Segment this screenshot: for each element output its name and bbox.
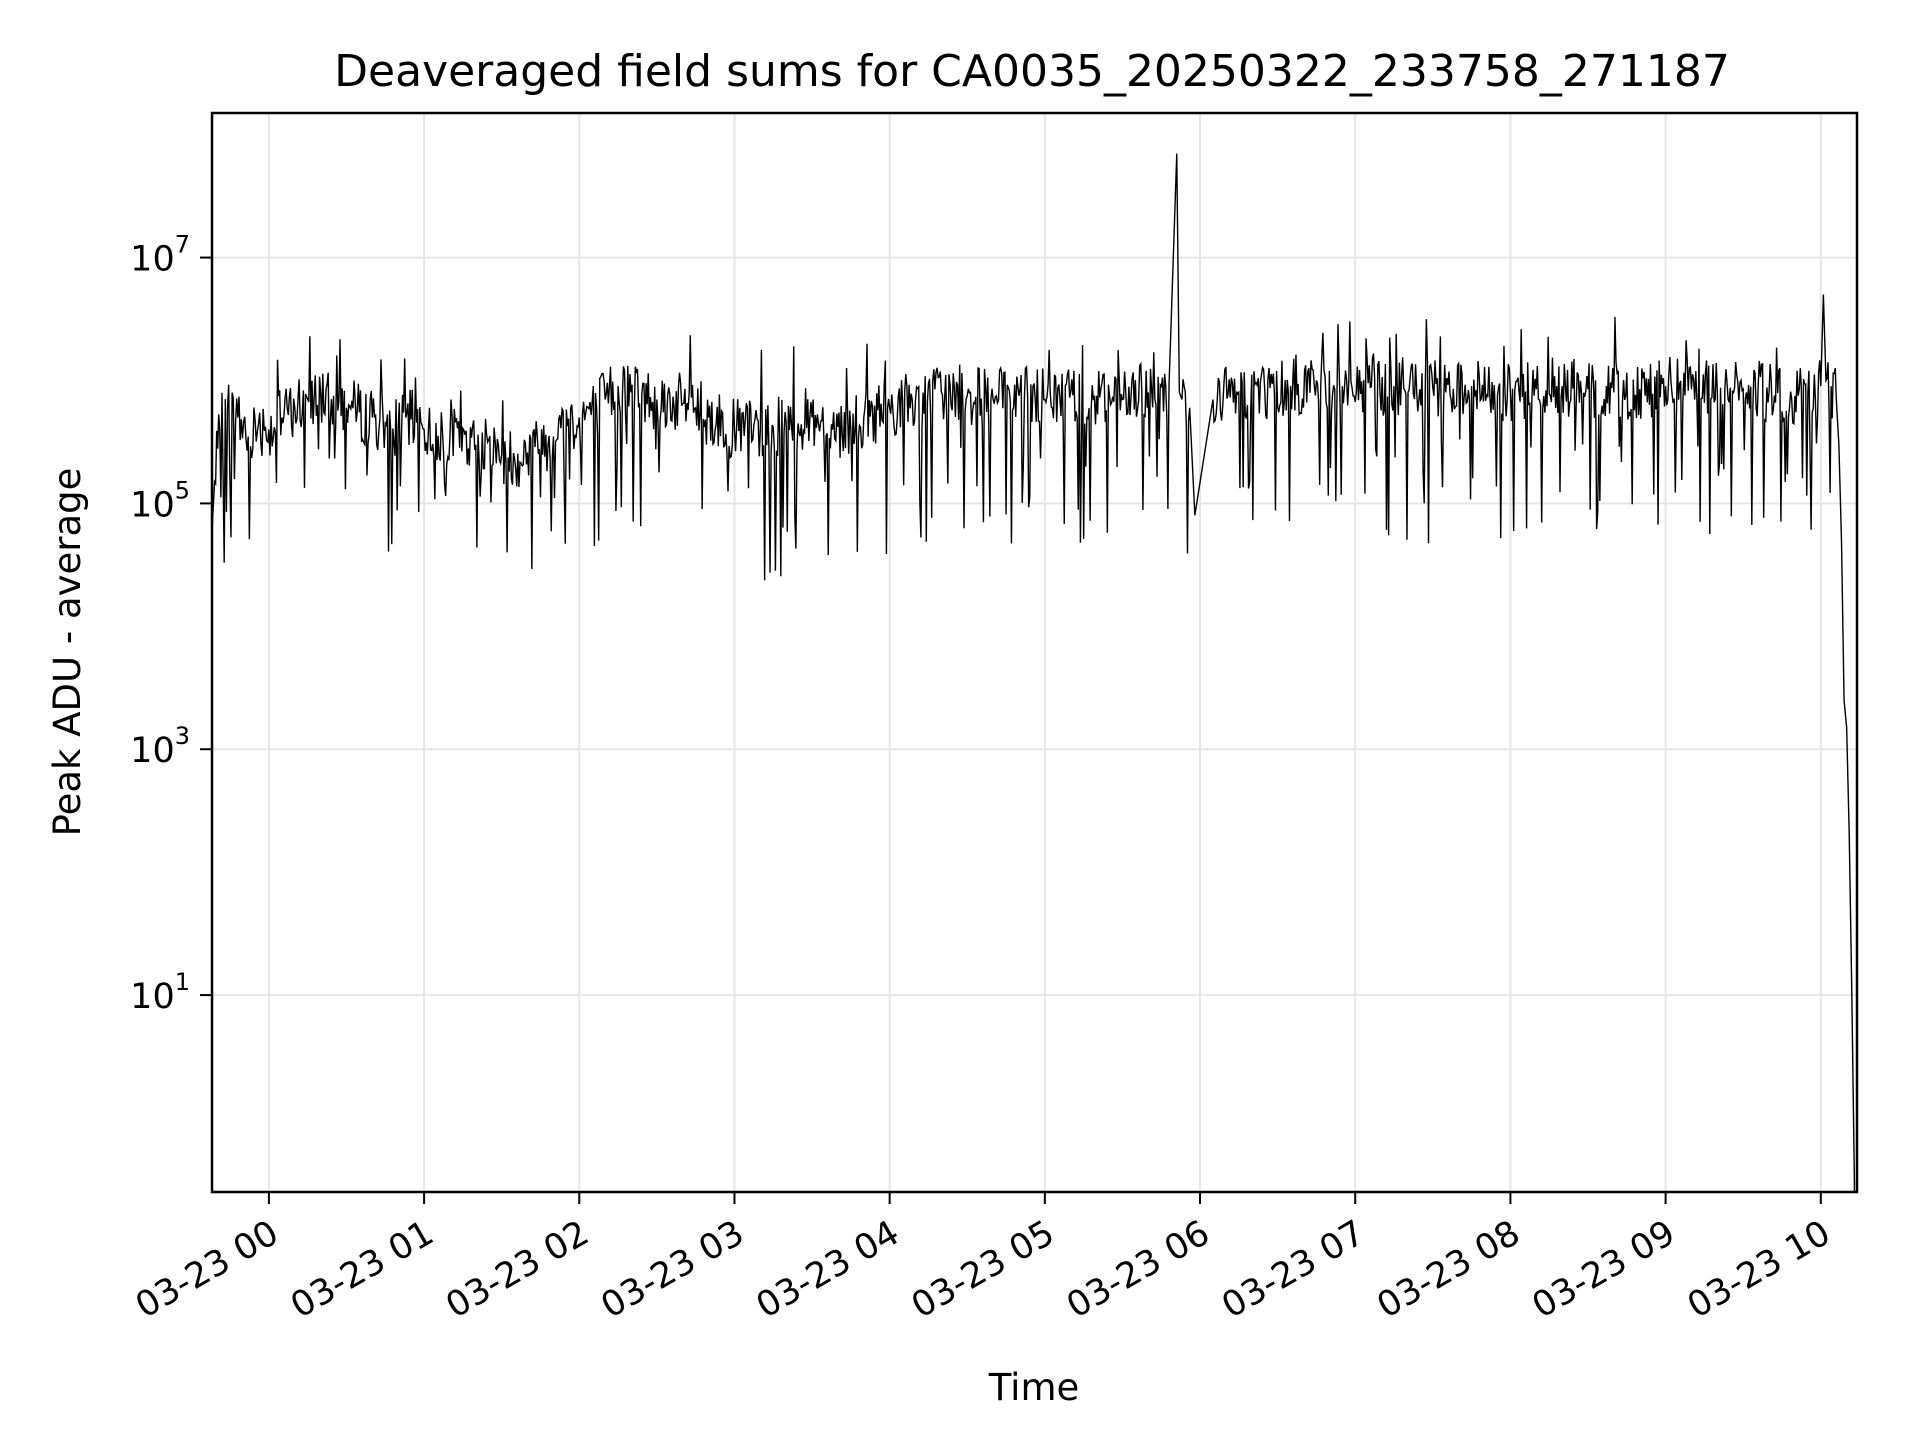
x-tick-label: 03-23 07 xyxy=(1215,1213,1371,1326)
chart-title: Deaveraged field sums for CA0035_2025032… xyxy=(334,46,1730,97)
series-layer xyxy=(211,153,1856,1191)
x-tick-label: 03-23 06 xyxy=(1060,1213,1216,1326)
x-tick-label: 03-23 05 xyxy=(905,1213,1061,1326)
x-tick-label: 03-23 00 xyxy=(129,1213,285,1326)
y-tick-label: 101 xyxy=(130,968,190,1017)
x-tick-label: 03-23 08 xyxy=(1371,1213,1527,1326)
x-tick-label: 03-23 03 xyxy=(595,1213,751,1326)
x-tick-label: 03-23 02 xyxy=(439,1213,595,1326)
series-line xyxy=(211,153,1856,1191)
x-tick-label: 03-23 10 xyxy=(1681,1213,1837,1326)
y-tick-label: 103 xyxy=(130,722,190,771)
y-tick-label: 105 xyxy=(130,476,190,525)
grid-lines xyxy=(212,113,1857,1192)
plot-frame xyxy=(210,111,1859,1194)
y-axis-label: Peak ADU - average xyxy=(46,468,89,837)
x-tick-label: 03-23 09 xyxy=(1526,1213,1682,1326)
x-tick-label: 03-23 01 xyxy=(284,1213,440,1326)
x-tick-label: 03-23 04 xyxy=(750,1213,906,1326)
x-axis-label: Time xyxy=(988,1366,1080,1409)
y-tick-label: 107 xyxy=(130,231,190,280)
